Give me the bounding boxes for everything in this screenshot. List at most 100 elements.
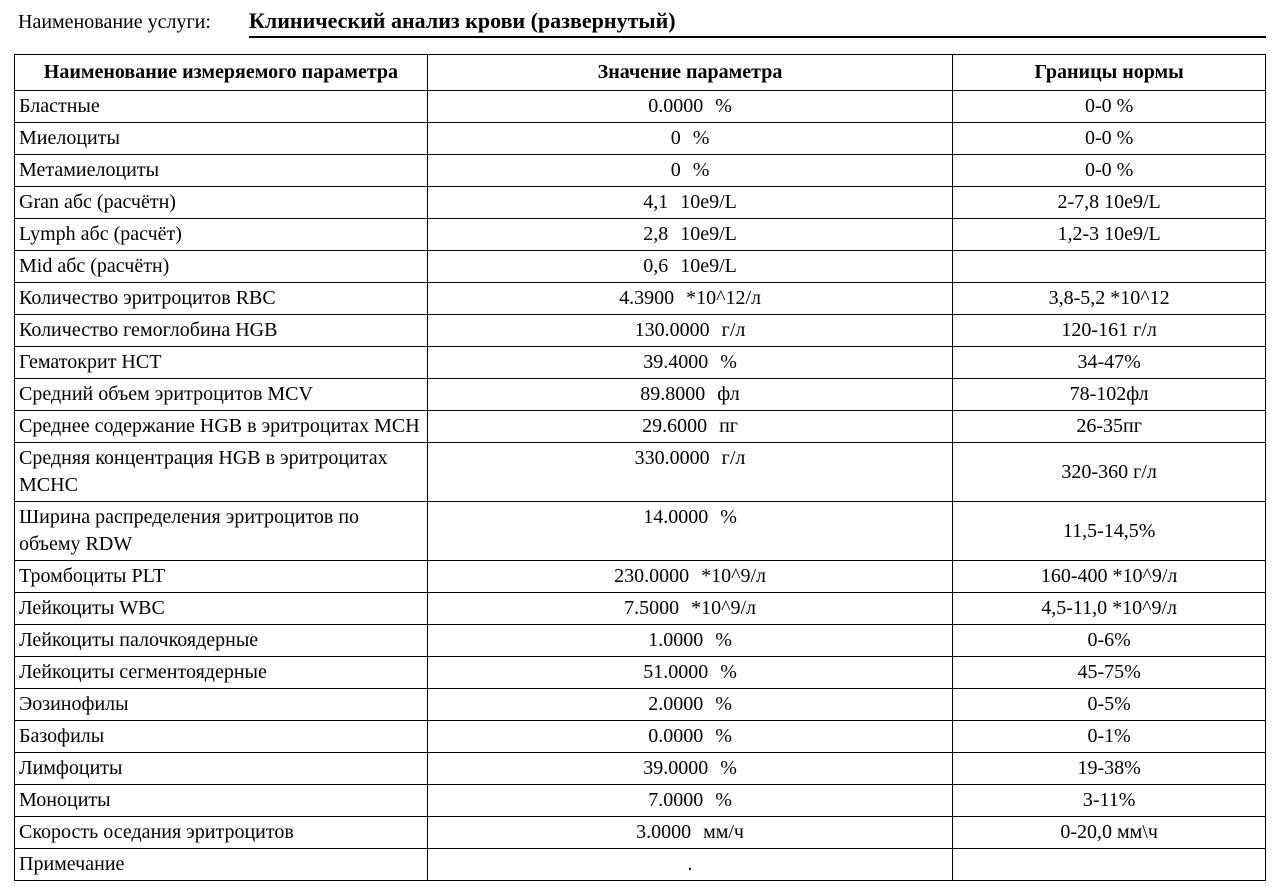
value-cell: 39.0000% bbox=[427, 753, 952, 785]
param-cell: Тромбоциты PLT bbox=[15, 561, 428, 593]
service-label: Наименование услуги: bbox=[18, 11, 211, 34]
value-unit: % bbox=[720, 349, 737, 376]
value-cell: 0% bbox=[427, 155, 952, 187]
service-header: Наименование услуги: Клинический анализ … bbox=[14, 8, 1266, 38]
value-unit: г/л bbox=[722, 317, 746, 344]
table-row: Лейкоциты сегментоядерные51.0000%45-75% bbox=[15, 657, 1266, 689]
value-cell: 0,6 10e9/L bbox=[427, 251, 952, 283]
value-number: 330.0000 bbox=[635, 445, 710, 472]
param-cell: Ширина распределения эритроцитов по объе… bbox=[15, 502, 428, 561]
param-cell: Среднее содержание HGB в эритроцитах MCH bbox=[15, 411, 428, 443]
value-number: 0.0000 bbox=[648, 93, 703, 120]
norm-cell: 0-6% bbox=[953, 625, 1266, 657]
value-number: 4.3900 bbox=[619, 285, 674, 312]
norm-cell: 160-400 *10^9/л bbox=[953, 561, 1266, 593]
value-unit: % bbox=[693, 157, 710, 184]
value-cell: 7.0000% bbox=[427, 785, 952, 817]
param-cell: Средняя концентрация HGB в эритроцитах M… bbox=[15, 443, 428, 502]
norm-cell: 0-0 % bbox=[953, 91, 1266, 123]
param-cell: Лимфоциты bbox=[15, 753, 428, 785]
param-cell: Скорость оседания эритроцитов bbox=[15, 817, 428, 849]
norm-cell bbox=[953, 849, 1266, 881]
value-number: 29.6000 bbox=[642, 413, 707, 440]
param-cell: Mid абс (расчётн) bbox=[15, 251, 428, 283]
value-number: 39.4000 bbox=[643, 349, 708, 376]
value-unit: % bbox=[720, 659, 737, 686]
value-unit: *10^9/л bbox=[701, 563, 766, 590]
value-unit: *10^9/л bbox=[691, 595, 756, 622]
table-row: Скорость оседания эритроцитов3.0000мм/ч0… bbox=[15, 817, 1266, 849]
value-number: 51.0000 bbox=[643, 659, 708, 686]
norm-cell: 3-11% bbox=[953, 785, 1266, 817]
param-cell: Примечание bbox=[15, 849, 428, 881]
value-cell: 1.0000% bbox=[427, 625, 952, 657]
param-cell: Метамиелоциты bbox=[15, 155, 428, 187]
table-row: Средний объем эритроцитов MCV89.8000фл78… bbox=[15, 379, 1266, 411]
table-row: Моноциты7.0000%3-11% bbox=[15, 785, 1266, 817]
table-row: Бластные0.0000%0-0 % bbox=[15, 91, 1266, 123]
param-cell: Эозинофилы bbox=[15, 689, 428, 721]
value-number: 3.0000 bbox=[636, 819, 691, 846]
value-cell: 0.0000% bbox=[427, 721, 952, 753]
norm-cell: 1,2-3 10e9/L bbox=[953, 219, 1266, 251]
service-name: Клинический анализ крови (развернутый) bbox=[249, 8, 1266, 38]
value-unit: г/л bbox=[722, 445, 746, 472]
table-row: Средняя концентрация HGB в эритроцитах M… bbox=[15, 443, 1266, 502]
norm-cell: 19-38% bbox=[953, 753, 1266, 785]
value-cell: 330.0000 г/л bbox=[427, 443, 952, 502]
value-unit: % bbox=[715, 723, 732, 750]
col-header-value: Значение параметра bbox=[427, 55, 952, 91]
table-row: Гематокрит HCT39.4000%34-47% bbox=[15, 347, 1266, 379]
table-row: Ширина распределения эритроцитов по объе… bbox=[15, 502, 1266, 561]
table-row: Mid абс (расчётн) 0,6 10e9/L bbox=[15, 251, 1266, 283]
value-cell: 230.0000*10^9/л bbox=[427, 561, 952, 593]
value-number: 7.0000 bbox=[648, 787, 703, 814]
norm-cell: 45-75% bbox=[953, 657, 1266, 689]
norm-cell: 320-360 г/л bbox=[953, 443, 1266, 502]
value-cell: 4.3900 *10^12/л bbox=[427, 283, 952, 315]
value-number: 4,1 bbox=[643, 189, 668, 216]
value-number: 0,6 bbox=[643, 253, 668, 280]
results-table: Наименование измеряемого параметра Значе… bbox=[14, 54, 1266, 881]
norm-cell: 78-102фл bbox=[953, 379, 1266, 411]
value-cell: . bbox=[427, 849, 952, 881]
param-cell: Gran абс (расчётн) bbox=[15, 187, 428, 219]
value-cell: 0% bbox=[427, 123, 952, 155]
value-unit: % bbox=[715, 787, 732, 814]
value-unit: 10e9/L bbox=[680, 253, 737, 280]
value-unit: *10^12/л bbox=[686, 285, 761, 312]
table-row: Примечание. bbox=[15, 849, 1266, 881]
table-row: Среднее содержание HGB в эритроцитах MCH… bbox=[15, 411, 1266, 443]
value-unit: 10e9/L bbox=[680, 221, 737, 248]
table-row: Эозинофилы2.0000%0-5% bbox=[15, 689, 1266, 721]
norm-cell: 11,5-14,5% bbox=[953, 502, 1266, 561]
table-row: Количество эритроцитов RBC4.3900*10^12/л… bbox=[15, 283, 1266, 315]
table-row: Тромбоциты PLT230.0000*10^9/л160-400 *10… bbox=[15, 561, 1266, 593]
value-number: 0 bbox=[671, 125, 681, 152]
table-row: Базофилы0.0000%0-1% bbox=[15, 721, 1266, 753]
value-unit: пг bbox=[719, 413, 738, 440]
value-cell: 29.6000 пг bbox=[427, 411, 952, 443]
value-cell: 51.0000% bbox=[427, 657, 952, 689]
value-cell: 3.0000мм/ч bbox=[427, 817, 952, 849]
value-cell: 39.4000% bbox=[427, 347, 952, 379]
value-cell: 7.5000 *10^9/л bbox=[427, 593, 952, 625]
norm-cell: 2-7,8 10e9/L bbox=[953, 187, 1266, 219]
value-number: 130.0000 bbox=[635, 317, 710, 344]
value-cell: 2,810e9/L bbox=[427, 219, 952, 251]
norm-cell: 3,8-5,2 *10^12 bbox=[953, 283, 1266, 315]
value-number: 14.0000 bbox=[643, 504, 708, 531]
value-number: 7.5000 bbox=[624, 595, 679, 622]
value-unit: % bbox=[715, 627, 732, 654]
norm-cell bbox=[953, 251, 1266, 283]
table-row: Лейкоциты WBC7.5000*10^9/л4,5-11,0 *10^9… bbox=[15, 593, 1266, 625]
value-cell: 130.0000 г/л bbox=[427, 315, 952, 347]
table-row: Метамиелоциты0%0-0 % bbox=[15, 155, 1266, 187]
value-unit: 10e9/L bbox=[680, 189, 737, 216]
value-unit: % bbox=[715, 691, 732, 718]
value-unit: фл bbox=[717, 381, 739, 408]
norm-cell: 0-1% bbox=[953, 721, 1266, 753]
value-cell: 0.0000% bbox=[427, 91, 952, 123]
param-cell: Миелоциты bbox=[15, 123, 428, 155]
param-cell: Гематокрит HCT bbox=[15, 347, 428, 379]
